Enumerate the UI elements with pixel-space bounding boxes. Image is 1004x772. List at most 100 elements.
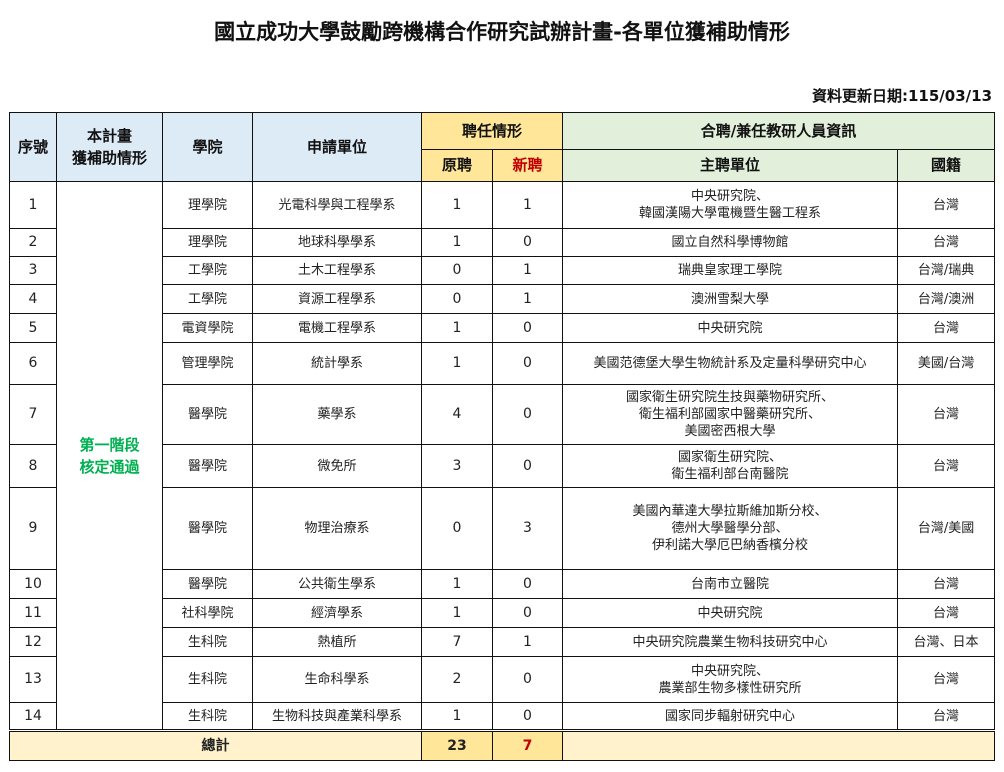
table-row: 8 醫學院 微免所 3 0 國家衛生研究院、 衛生福利部台南醫院 台灣 <box>9 444 996 488</box>
cell-nationality: 台灣、日本 <box>897 627 996 657</box>
cell-original: 1 <box>421 313 493 343</box>
cell-original: 4 <box>421 384 493 445</box>
cell-host: 澳洲雪梨大學 <box>562 284 899 314</box>
cell-college: 理學院 <box>162 228 253 257</box>
cell-seq: 10 <box>9 569 57 599</box>
header-new: 新聘 <box>491 149 564 182</box>
cell-new: 0 <box>491 569 564 599</box>
cell-college: 醫學院 <box>162 384 253 445</box>
cell-college: 醫學院 <box>162 569 253 599</box>
cell-host: 台南市立醫院 <box>562 569 899 599</box>
total-original: 23 <box>421 729 493 761</box>
total-label: 總計 <box>9 729 422 761</box>
cell-nationality: 台灣/澳洲 <box>897 284 996 314</box>
cell-college: 工學院 <box>162 256 253 285</box>
cell-unit: 資源工程學系 <box>252 284 422 314</box>
table-row: 7 醫學院 藥學系 4 0 國家衛生研究院生技與藥物研究所、 衛生福利部國家中醫藥研究所、… <box>9 384 996 445</box>
cell-nationality: 台灣/美國 <box>897 487 996 570</box>
cell-nationality: 台灣 <box>897 384 996 445</box>
cell-original: 0 <box>421 284 493 314</box>
cell-host: 中央研究院 <box>562 598 899 628</box>
cell-nationality: 台灣 <box>897 656 996 703</box>
cell-nationality: 台灣 <box>897 444 996 488</box>
header-nationality: 國籍 <box>897 149 996 182</box>
cell-seq: 5 <box>9 313 57 343</box>
header-unit: 申請單位 <box>252 112 422 182</box>
cell-original: 0 <box>421 487 493 570</box>
cell-host: 國家同步輻射研究中心 <box>562 702 899 731</box>
header-host: 主聘單位 <box>562 149 899 182</box>
cell-unit: 土木工程學系 <box>252 256 422 285</box>
update-date: 資料更新日期:115/03/13 <box>811 87 992 105</box>
cell-new: 0 <box>491 342 564 385</box>
cell-host: 國家衛生研究院生技與藥物研究所、 衛生福利部國家中醫藥研究所、 美國密西根大學 <box>562 384 899 445</box>
cell-nationality: 台灣 <box>897 181 996 229</box>
table-row: 10 醫學院 公共衛生學系 1 0 台南市立醫院 台灣 <box>9 569 996 599</box>
cell-seq: 4 <box>9 284 57 314</box>
cell-college: 理學院 <box>162 181 253 229</box>
cell-host: 國家衛生研究院、 衛生福利部台南醫院 <box>562 444 899 488</box>
cell-host: 美國范德堡大學生物統計系及定量科學研究中心 <box>562 342 899 385</box>
cell-unit: 熱植所 <box>252 627 422 657</box>
cell-host: 中央研究院 <box>562 313 899 343</box>
cell-unit: 統計學系 <box>252 342 422 385</box>
cell-original: 3 <box>421 444 493 488</box>
cell-nationality: 台灣 <box>897 569 996 599</box>
cell-unit: 地球科學學系 <box>252 228 422 257</box>
header-college: 學院 <box>162 112 253 182</box>
cell-new: 1 <box>491 627 564 657</box>
cell-new: 1 <box>491 256 564 285</box>
table-row: 13 生科院 生命科學系 2 0 中央研究院、 農業部生物多樣性研究所 台灣 <box>9 656 996 703</box>
cell-new: 0 <box>491 444 564 488</box>
cell-college: 社科學院 <box>162 598 253 628</box>
cell-seq: 8 <box>9 444 57 488</box>
cell-host: 國立自然科學博物館 <box>562 228 899 257</box>
cell-host: 美國內華達大學拉斯維加斯分校、 德州大學醫學分部、 伊利諾大學厄巴納香檳分校 <box>562 487 899 570</box>
cell-new: 0 <box>491 656 564 703</box>
cell-seq: 14 <box>9 702 57 731</box>
total-new: 7 <box>491 729 564 761</box>
cell-host: 中央研究院農業生物科技研究中心 <box>562 627 899 657</box>
cell-original: 7 <box>421 627 493 657</box>
cell-unit: 光電科學與工程學系 <box>252 181 422 229</box>
cell-original: 0 <box>421 256 493 285</box>
table-row: 9 醫學院 物理治療系 0 3 美國內華達大學拉斯維加斯分校、 德州大學醫學分部、 伊利諾… <box>9 487 996 570</box>
cell-unit: 生物科技與產業科學系 <box>252 702 422 731</box>
cell-unit: 微免所 <box>252 444 422 488</box>
cell-new: 0 <box>491 313 564 343</box>
cell-new: 0 <box>491 228 564 257</box>
header-status: 本計畫 獲補助情形 <box>56 112 163 182</box>
cell-host: 中央研究院、 農業部生物多樣性研究所 <box>562 656 899 703</box>
cell-seq: 2 <box>9 228 57 257</box>
cell-unit: 物理治療系 <box>252 487 422 570</box>
cell-nationality: 台灣/瑞典 <box>897 256 996 285</box>
table-row: 12 生科院 熱植所 7 1 中央研究院農業生物科技研究中心 台灣、日本 <box>9 627 996 657</box>
cell-new: 1 <box>491 284 564 314</box>
cell-seq: 13 <box>9 656 57 703</box>
cell-new: 0 <box>491 384 564 445</box>
cell-original: 2 <box>421 656 493 703</box>
cell-original: 1 <box>421 702 493 731</box>
cell-college: 醫學院 <box>162 444 253 488</box>
cell-host: 瑞典皇家理工學院 <box>562 256 899 285</box>
cell-host: 中央研究院、 韓國漢陽大學電機暨生醫工程系 <box>562 181 899 229</box>
cell-college: 電資學院 <box>162 313 253 343</box>
cell-college: 醫學院 <box>162 487 253 570</box>
cell-original: 1 <box>421 228 493 257</box>
header-hire: 聘任情形 <box>420 112 564 150</box>
cell-new: 3 <box>491 487 564 570</box>
cell-unit: 電機工程學系 <box>252 313 422 343</box>
status-label: 第一階段 核定通過 <box>56 181 163 731</box>
header-original: 原聘 <box>421 149 493 182</box>
cell-nationality: 台灣 <box>897 598 996 628</box>
table-row: 11 社科學院 經濟學系 1 0 中央研究院 台灣 <box>9 598 996 628</box>
cell-nationality: 美國/台灣 <box>897 342 996 385</box>
cell-seq: 7 <box>9 384 57 445</box>
cell-college: 生科院 <box>162 656 253 703</box>
cell-college: 生科院 <box>162 702 253 731</box>
cell-seq: 12 <box>9 627 57 657</box>
cell-unit: 公共衛生學系 <box>252 569 422 599</box>
subsidy-table: 序號 本計畫 獲補助情形 學院 申請單位 聘任情形 合聘/兼任教研人員資訊 原聘… <box>9 112 996 761</box>
table-row: 1 第一階段 核定通過 理學院 光電科學與工程學系 1 1 中央研究院、 韓國漢陽大學電機暨… <box>9 181 996 731</box>
cell-seq: 3 <box>9 256 57 285</box>
